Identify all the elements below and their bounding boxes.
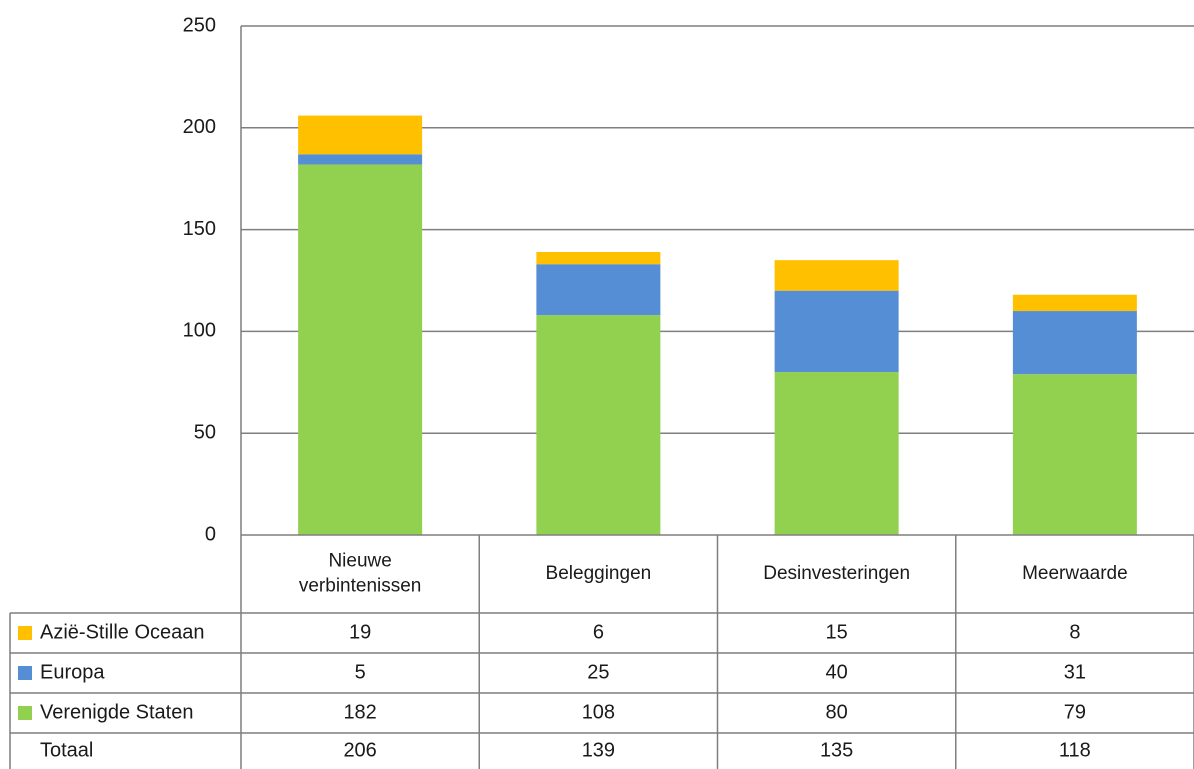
data-table-value: 8 — [1069, 621, 1080, 643]
data-table-value: 182 — [343, 701, 376, 723]
legend-entry: Verenigde Staten — [40, 701, 193, 723]
bar-segment-2-3 — [1012, 294, 1137, 312]
data-table-value: 5 — [355, 661, 366, 683]
data-table-value: 80 — [826, 701, 848, 723]
bars — [298, 115, 1137, 535]
legend-key-2 — [18, 706, 32, 720]
data-table-value: 6 — [593, 621, 604, 643]
y-tick-label: 200 — [183, 116, 216, 138]
data-table-value: 31 — [1064, 661, 1086, 683]
bar-segment-0-2 — [774, 372, 899, 535]
x-tick-label: Desinvesteringen — [763, 563, 910, 584]
data-table-value: 108 — [582, 701, 615, 723]
x-tick-label: verbintenissen — [299, 576, 422, 597]
bar-segment-1-2 — [774, 290, 899, 373]
bar-segment-0-3 — [1012, 374, 1137, 535]
bar-segment-0-0 — [298, 164, 423, 535]
data-table-value: 118 — [1059, 739, 1091, 761]
y-tick-label: 250 — [183, 14, 216, 36]
bar-segment-1-3 — [1012, 311, 1137, 375]
data-table: Nieuwe verbintenissen Beleggingen Desinvest… — [9, 535, 1194, 769]
bar-segment-1-0 — [298, 154, 423, 165]
data-table-value: 15 — [826, 621, 848, 643]
y-tick-label: 0 — [205, 523, 216, 545]
data-table-value: 25 — [587, 661, 609, 683]
x-tick-label: Nieuwe — [328, 551, 391, 572]
axes: 0 50 100 150 200 250 — [183, 14, 1194, 769]
y-tick-label: 50 — [194, 421, 216, 443]
bar-segment-2-0 — [298, 115, 423, 155]
bar-segment-1-1 — [536, 264, 661, 316]
legend-entry: Azië-Stille Oceaan — [40, 621, 205, 643]
x-tick-label: Meerwaarde — [1022, 563, 1128, 584]
data-table-value: 19 — [349, 621, 371, 643]
bar-segment-2-1 — [536, 251, 661, 265]
legend-entry: Europa — [40, 661, 105, 683]
data-table-value: 206 — [343, 739, 376, 761]
x-tick-label: Beleggingen — [546, 563, 652, 584]
legend-key-0 — [18, 626, 32, 640]
data-table-value: 40 — [826, 661, 848, 683]
y-tick-label: 150 — [183, 218, 216, 240]
y-tick-label: 100 — [183, 320, 216, 342]
data-table-value: 139 — [582, 739, 615, 761]
data-table-value: 135 — [820, 739, 853, 761]
legend-key-1 — [18, 666, 32, 680]
bar-segment-2-2 — [774, 260, 899, 291]
bar-segment-0-1 — [536, 315, 661, 535]
legend-entry: Totaal — [40, 739, 93, 761]
data-table-value: 79 — [1064, 701, 1086, 723]
